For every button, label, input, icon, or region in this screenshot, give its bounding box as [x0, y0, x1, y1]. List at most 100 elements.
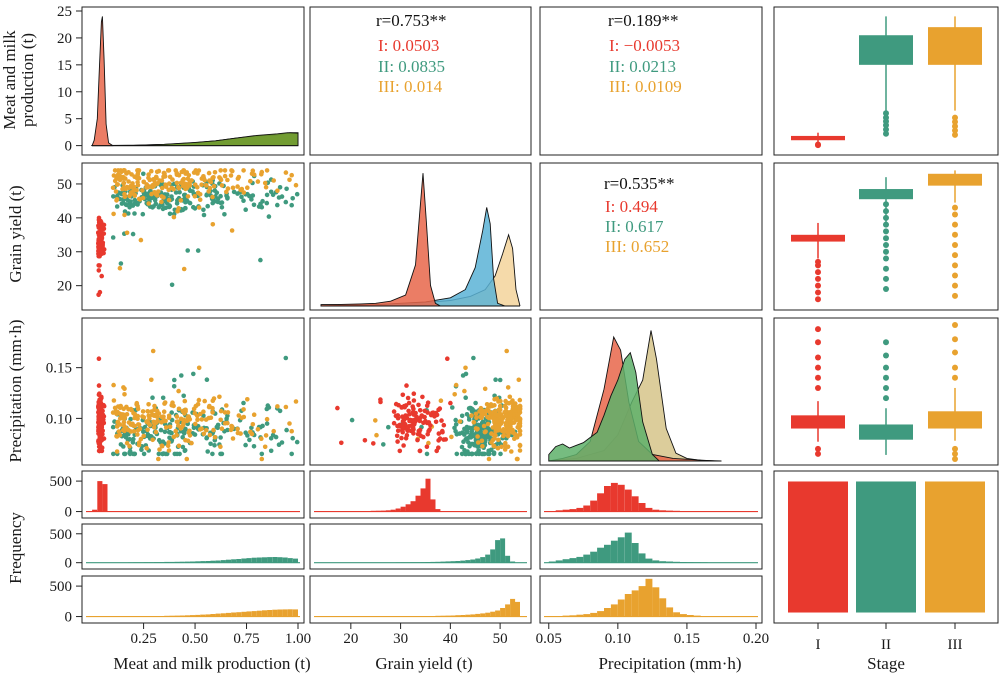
hist-bar-II — [200, 561, 206, 563]
hist-bar-I — [92, 509, 98, 512]
scatter-point-meat-precip-I — [99, 448, 105, 454]
scatter-point-grain-precip-II — [424, 451, 430, 457]
scatter-point-grain-precip-II — [466, 417, 472, 422]
scatter-point-meat-grain-III — [259, 169, 265, 175]
scatter-point-meat-grain-III — [181, 266, 187, 272]
hist-frame-r1-c0 — [81, 523, 305, 570]
scatter-point-meat-grain-III — [159, 185, 165, 191]
scatter-point-grain-precip-III — [508, 409, 514, 415]
y-axis-label-meat-line2: production (t) — [18, 33, 37, 127]
scatter-point-meat-grain-III — [146, 201, 151, 206]
hist-bar-II — [292, 558, 298, 563]
scatter-point-meat-precip-I — [97, 417, 103, 423]
scatter-point-grain-precip-I — [411, 412, 417, 417]
scatter-point-meat-precip-II — [162, 429, 168, 435]
scatter-point-meat-precip-III — [111, 382, 116, 388]
scatter-point-meat-grain-III — [166, 187, 171, 193]
scatter-point-grain-precip-III — [496, 437, 501, 443]
scatter-point-meat-precip-III — [166, 440, 171, 445]
scatter-point-meat-grain-II — [114, 204, 120, 209]
scatter-point-grain-precip-III — [471, 420, 477, 425]
scatter-point-grain-precip-III — [517, 448, 523, 453]
hist-bar-III — [215, 613, 221, 617]
scatter-point-grain-precip-III — [506, 431, 511, 437]
scatter-point-meat-grain-III — [140, 188, 145, 193]
scatter-point-grain-precip-II — [459, 444, 465, 450]
y-meat-tick-label: 0 — [65, 139, 73, 155]
hist-bar-III — [231, 612, 237, 617]
hist-bar-II — [555, 560, 563, 563]
scatter-point-grain-precip-II — [493, 377, 498, 383]
scatter-point-meat-grain-II — [275, 202, 280, 208]
hist-bar-II — [287, 558, 293, 563]
scatter-point-meat-grain-III — [241, 190, 247, 195]
scatter-point-grain-precip-I — [393, 401, 399, 407]
scatter-point-grain-precip-I — [410, 427, 416, 433]
hist-bar-III — [475, 613, 481, 617]
scatter-point-grain-precip-II — [467, 425, 472, 431]
hist-bar-III — [604, 608, 611, 617]
scatter-point-grain-precip-III — [501, 427, 506, 432]
scatter-point-meat-precip-III — [117, 422, 123, 427]
hist-bar-II — [624, 532, 632, 563]
box-grain-outlier-III — [952, 204, 958, 211]
scatter-point-meat-grain-III — [185, 194, 191, 199]
scatter-point-meat-grain-III — [134, 187, 139, 193]
hist-bar-II — [485, 554, 491, 563]
scatter-point-meat-precip-III — [170, 400, 175, 406]
x-meat-tick-label: 1.00 — [285, 631, 311, 647]
box-precip-outlier-III — [952, 349, 958, 356]
scatter-point-meat-grain-III — [114, 198, 119, 203]
scatter-point-meat-grain-III — [287, 177, 292, 183]
scatter-point-meat-grain-III — [178, 198, 184, 203]
hist-bar-III — [272, 609, 278, 617]
scatter-point-meat-grain-III — [193, 168, 199, 173]
scatter-point-meat-precip-III — [163, 425, 169, 430]
scatter-point-meat-precip-III — [144, 445, 149, 451]
scatter-point-grain-precip-II — [457, 431, 462, 436]
scatter-point-meat-precip-II — [158, 427, 164, 433]
box-grain-outlier-II — [883, 201, 889, 208]
scatter-point-grain-precip-III — [485, 421, 491, 427]
scatter-point-grain-precip-III — [469, 413, 474, 418]
hist-bar-II — [460, 560, 466, 563]
panel-frame-r1-c2 — [539, 162, 763, 311]
scatter-point-grain-precip-II — [453, 429, 458, 434]
y-frequency-1-tick-label: 0 — [65, 556, 73, 572]
scatter-point-grain-precip-III — [489, 431, 494, 436]
x-axis-label-grain: Grain yield (t) — [375, 654, 472, 673]
scatter-point-meat-precip-III — [150, 348, 156, 354]
scatter-point-meat-grain-II — [222, 212, 227, 217]
scatter-point-meat-grain-II — [218, 193, 223, 199]
scatter-point-grain-precip-I — [415, 437, 420, 443]
scatter-point-meat-grain-II — [294, 191, 300, 197]
scatter-point-meat-grain-II — [122, 209, 128, 214]
scatter-point-meat-precip-III — [195, 417, 200, 423]
scatter-point-meat-precip-III — [275, 404, 280, 409]
scatter-point-meat-precip-III — [204, 427, 209, 433]
hist-bar-II — [251, 557, 257, 563]
scatter-point-meat-grain-III — [211, 175, 216, 180]
scatter-point-meat-grain-III — [210, 222, 216, 227]
hist-bar-II — [205, 561, 211, 563]
corr-meat-grain-overall: r=0.753** — [376, 11, 447, 30]
scatter-point-meat-precip-III — [176, 443, 182, 449]
scatter-point-grain-precip-I — [378, 399, 383, 405]
scatter-point-grain-precip-III — [483, 429, 488, 434]
scatter-point-meat-precip-I — [96, 441, 102, 446]
scatter-point-grain-precip-I — [412, 417, 417, 423]
scatter-point-meat-grain-II — [145, 191, 150, 197]
box-grain-outlier-II — [883, 241, 889, 248]
hist-bar-II — [455, 561, 461, 563]
y-frequency-0-tick-label: 0 — [65, 505, 73, 521]
scatter-point-meat-grain-III — [141, 179, 147, 185]
hist-bar-I — [610, 482, 618, 512]
hist-bar-III — [210, 614, 216, 617]
scatter-point-grain-precip-I — [395, 423, 400, 429]
scatter-point-meat-precip-III — [130, 421, 135, 427]
scatter-point-grain-precip-III — [507, 394, 513, 400]
scatter-point-grain-precip-III — [517, 416, 523, 422]
scatter-point-meat-grain-II — [210, 200, 215, 206]
panel-frames — [81, 6, 999, 624]
scatter-point-meat-precip-III — [230, 436, 236, 441]
